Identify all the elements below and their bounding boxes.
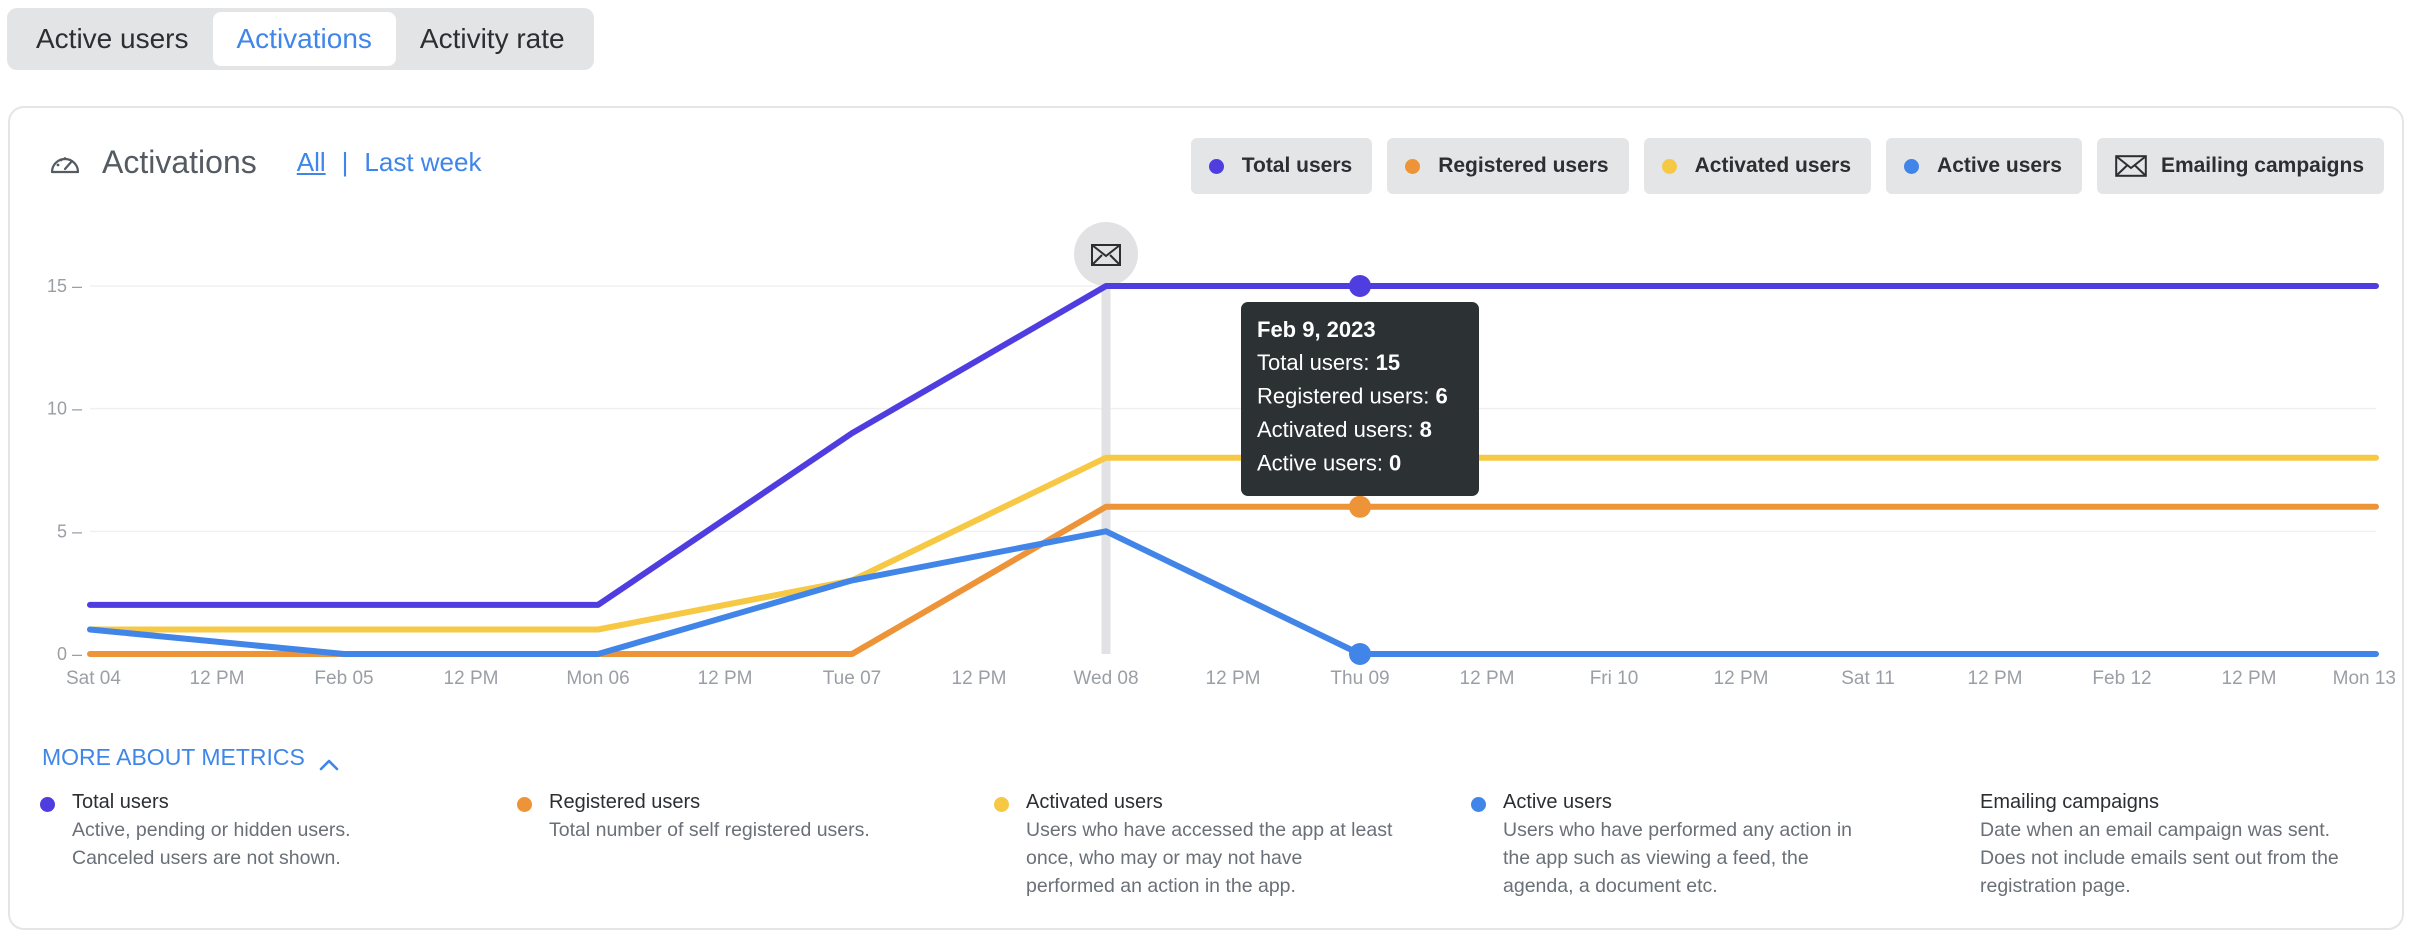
legend-label: Total users xyxy=(1241,154,1353,177)
series-dot xyxy=(1904,158,1920,174)
metric-description: Users who have performed any action in t… xyxy=(1503,819,1853,897)
metric-description: Date when an email campaign was sent. Do… xyxy=(1980,819,2339,897)
metric-activated-users: Activated users Users who have accessed … xyxy=(994,788,1392,900)
y-tick-label: 10 – xyxy=(47,399,82,419)
tooltip-value: 8 xyxy=(1420,417,1432,442)
tooltip-value: 15 xyxy=(1376,350,1400,375)
tab-activations[interactable]: Activations xyxy=(212,12,396,66)
line-chart[interactable]: 0 – 5 – 10 – 15 – Sat 04 12 PM Feb 05 12 PM Mon … xyxy=(10,108,2404,730)
envelope-fold xyxy=(1109,254,1121,266)
y-tick-label: 0 – xyxy=(57,644,82,664)
tab-activity-rate[interactable]: Activity rate xyxy=(419,23,565,54)
metric-registered-users: Registered users Total number of self re… xyxy=(517,788,870,844)
tooltip-row: Active users: 0 xyxy=(1257,451,1401,476)
x-tick-label: Tue 07 xyxy=(823,668,881,689)
y-tick-label: 5 – xyxy=(57,521,82,541)
x-tick-label: Mon 06 xyxy=(566,668,629,689)
activations-card: Activations All | Last week Total users … xyxy=(8,106,2404,930)
series-dot xyxy=(1208,158,1224,174)
hover-point xyxy=(1349,643,1371,665)
series-line-total-users xyxy=(87,283,2379,608)
x-tick-label: 12 PM xyxy=(190,668,245,689)
envelope-fold xyxy=(1091,254,1103,266)
metric-name: Emailing campaigns xyxy=(1980,791,2159,813)
hover-point xyxy=(1349,275,1371,297)
y-tick-label: 15 – xyxy=(47,276,82,296)
card-title: Activations xyxy=(102,144,257,180)
x-tick-label: 12 PM xyxy=(1714,668,1769,689)
series-dot xyxy=(1661,158,1677,174)
series-dot xyxy=(1405,158,1421,174)
card-header: Activations All | Last week xyxy=(48,144,481,181)
metric-active-users: Active users Users who have performed an… xyxy=(1471,788,1852,900)
legend-toggle-active-users[interactable]: Active users xyxy=(1886,138,2082,194)
legend-label: Registered users xyxy=(1438,154,1609,177)
more-about-label: MORE ABOUT METRICS xyxy=(42,744,305,770)
metric-name: Activated users xyxy=(1026,791,1163,813)
x-tick-label: 12 PM xyxy=(1968,668,2023,689)
metric-description: Active, pending or hidden users. Cancele… xyxy=(72,819,351,869)
hover-point xyxy=(1349,495,1371,518)
series-dot xyxy=(1471,797,1486,812)
envelope-icon xyxy=(2115,155,2147,177)
metric-name: Registered users xyxy=(549,791,701,813)
x-tick-label: Feb 05 xyxy=(314,668,373,689)
tooltip-date: Feb 9, 2023 xyxy=(1257,317,1376,342)
tooltip-value: 6 xyxy=(1436,384,1448,409)
metric-description: Total number of self registered users. xyxy=(549,819,870,841)
x-tick-label: Mon 13 xyxy=(2333,668,2396,689)
legend-label: Emailing campaigns xyxy=(2160,154,2364,177)
more-about-metrics-toggle[interactable]: MORE ABOUT METRICS xyxy=(42,744,339,771)
x-tick-label: Sat 11 xyxy=(1841,668,1895,689)
hover-tooltip: Feb 9, 2023 Total users: 15 Registered use… xyxy=(1241,302,1479,496)
legend-label: Activated users xyxy=(1694,154,1852,177)
tooltip-row: Activated users: 8 xyxy=(1257,417,1432,442)
x-tick-label: Thu 09 xyxy=(1330,668,1389,689)
x-tick-label: Wed 08 xyxy=(1073,668,1138,689)
metric-name: Active users xyxy=(1503,791,1612,813)
envelope-icon xyxy=(1091,244,1121,266)
email-campaign-marker xyxy=(1074,222,1138,286)
tooltip-value: 0 xyxy=(1389,451,1401,476)
x-tick-label: Fri 10 xyxy=(1590,668,1639,689)
x-tick-label: 12 PM xyxy=(1460,668,1515,689)
chevron-up-icon xyxy=(319,751,339,770)
speedometer-icon xyxy=(48,148,82,178)
metric-name: Total users xyxy=(72,791,169,813)
x-tick-label: Sat 04 xyxy=(66,668,121,689)
legend-toggle-activated-users[interactable]: Activated users xyxy=(1643,138,1872,194)
series-dot xyxy=(40,797,55,812)
envelope-flap xyxy=(1091,244,1121,258)
filter-last-week-link[interactable]: Last week xyxy=(364,147,482,177)
filter-all-link[interactable]: All xyxy=(296,147,326,177)
envelope-body xyxy=(1091,244,1121,266)
x-tick-label: 12 PM xyxy=(1206,668,1261,689)
chart-legend: Total users Registered users Activated u… xyxy=(1190,138,2384,194)
series-dot xyxy=(994,797,1009,812)
metric-description: Users who have accessed the app at least… xyxy=(1026,819,1393,897)
x-tick-label: 12 PM xyxy=(444,668,499,689)
tab-active-users[interactable]: Active users xyxy=(36,23,189,54)
x-tick-label: 12 PM xyxy=(952,668,1007,689)
series-dot xyxy=(517,797,532,812)
series-line-active-users xyxy=(87,528,2379,657)
filter-separator: | xyxy=(341,147,349,177)
legend-toggle-emailing-campaigns[interactable]: Emailing campaigns xyxy=(2096,138,2384,194)
view-tabs: Active users Activations Activity rate xyxy=(7,8,594,70)
x-tick-label: Feb 12 xyxy=(2092,668,2151,689)
tooltip-row: Registered users: 6 xyxy=(1257,384,1448,409)
tooltip-background xyxy=(1241,302,1479,496)
tooltip-row: Total users: 15 xyxy=(1257,350,1400,375)
metric-total-users: Total users Active, pending or hidden us… xyxy=(40,788,351,872)
metric-emailing-campaigns: Emailing campaigns Date when an email ca… xyxy=(1948,788,2339,900)
legend-toggle-total-users[interactable]: Total users xyxy=(1190,138,1373,194)
x-tick-label: 12 PM xyxy=(2222,668,2277,689)
legend-label: Active users xyxy=(1937,154,2062,177)
legend-toggle-registered-users[interactable]: Registered users xyxy=(1387,138,1629,194)
x-tick-label: 12 PM xyxy=(698,668,753,689)
